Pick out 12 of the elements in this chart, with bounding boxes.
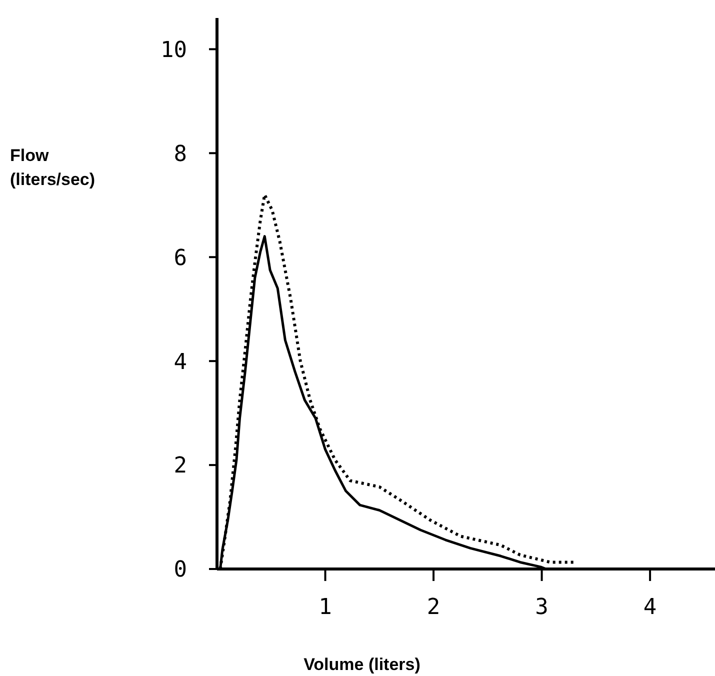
y-tick-label: 10 xyxy=(160,38,187,63)
x-tick-label: 4 xyxy=(643,595,657,620)
y-tick-label: 6 xyxy=(174,246,187,271)
x-tick-label: 3 xyxy=(535,595,548,620)
y-axis-title: Flow (liters/sec) xyxy=(10,146,96,189)
x-tick-label: 1 xyxy=(318,595,332,620)
y-tick-label: 0 xyxy=(174,558,187,583)
y-tick-label: 8 xyxy=(174,142,187,167)
y-tick-label: 2 xyxy=(174,454,187,479)
x-tick-label: 2 xyxy=(426,595,440,620)
y-tick-label: 4 xyxy=(174,350,187,375)
x-axis-title: Volume (liters) xyxy=(304,655,420,674)
